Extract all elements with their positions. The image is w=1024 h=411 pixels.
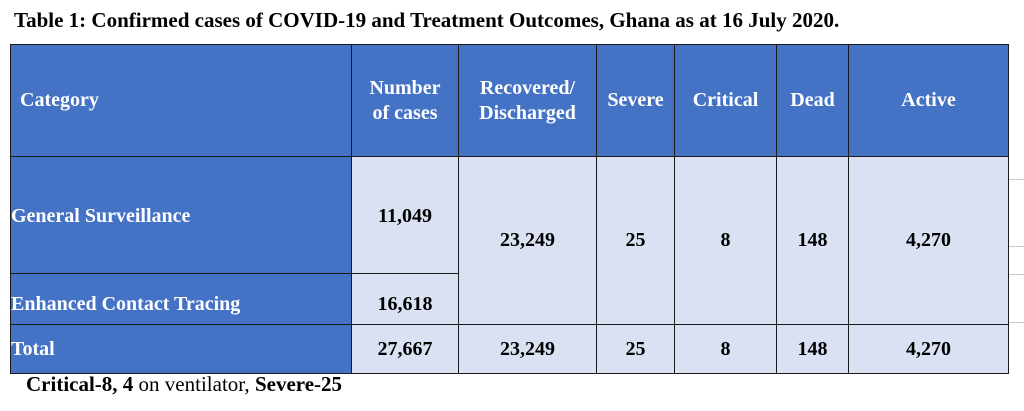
header-active: Active <box>848 44 1009 157</box>
shared-critical: 8 <box>674 156 777 325</box>
row-enhanced-contact-tracing-cases: 16,618 <box>351 273 459 325</box>
covid-cases-table: Category Number of cases Recovered/ Disc… <box>10 44 1009 374</box>
total-row: Total 27,667 23,249 25 8 148 4,270 <box>10 324 1009 374</box>
header-number-of-cases-line1: Number <box>369 76 441 99</box>
header-number-of-cases: Number of cases <box>351 44 459 157</box>
header-critical: Critical <box>674 44 777 157</box>
shared-active: 4,270 <box>848 156 1009 325</box>
header-number-of-cases-line2: of cases <box>372 101 438 124</box>
shared-severe: 25 <box>596 156 675 325</box>
footnote: Critical-8, 4 on ventilator, Severe-25 <box>26 372 342 397</box>
table-row: Enhanced Contact Tracing 16,618 <box>10 273 1009 325</box>
row-general-surveillance-cases: 11,049 <box>351 156 459 274</box>
footnote-critical: Critical-8, <box>26 372 118 396</box>
side-divider <box>1009 274 1024 275</box>
header-dead: Dead <box>776 44 849 157</box>
header-category: Category <box>10 44 352 157</box>
footnote-ventilator-text: on ventilator, <box>138 372 250 396</box>
header-recovered-line1: Recovered/ <box>479 76 576 99</box>
shared-recovered: 23,249 <box>458 156 597 325</box>
header-row: Category Number of cases Recovered/ Disc… <box>10 44 1009 157</box>
table-title: Table 1: Confirmed cases of COVID-19 and… <box>14 8 840 32</box>
side-divider <box>1009 246 1024 247</box>
row-total-dead: 148 <box>776 324 849 374</box>
row-total-label: Total <box>10 324 352 374</box>
header-severe: Severe <box>596 44 675 157</box>
row-total-active: 4,270 <box>848 324 1009 374</box>
header-recovered-line2: Discharged <box>479 101 576 124</box>
row-enhanced-contact-tracing-label: Enhanced Contact Tracing <box>10 273 352 325</box>
row-total-recovered: 23,249 <box>458 324 597 374</box>
header-recovered-discharged: Recovered/ Discharged <box>458 44 597 157</box>
side-divider <box>1009 322 1024 323</box>
footnote-ventilator-count: 4 <box>122 372 134 396</box>
row-total-critical: 8 <box>674 324 777 374</box>
row-total-severe: 25 <box>596 324 675 374</box>
shared-dead: 148 <box>776 156 849 325</box>
side-divider <box>1009 179 1024 180</box>
footnote-severe: Severe-25 <box>254 372 343 396</box>
table-row: General Surveillance 11,049 23,249 25 8 … <box>10 156 1009 325</box>
row-total-cases: 27,667 <box>351 324 459 374</box>
row-general-surveillance-label: General Surveillance <box>10 156 352 274</box>
